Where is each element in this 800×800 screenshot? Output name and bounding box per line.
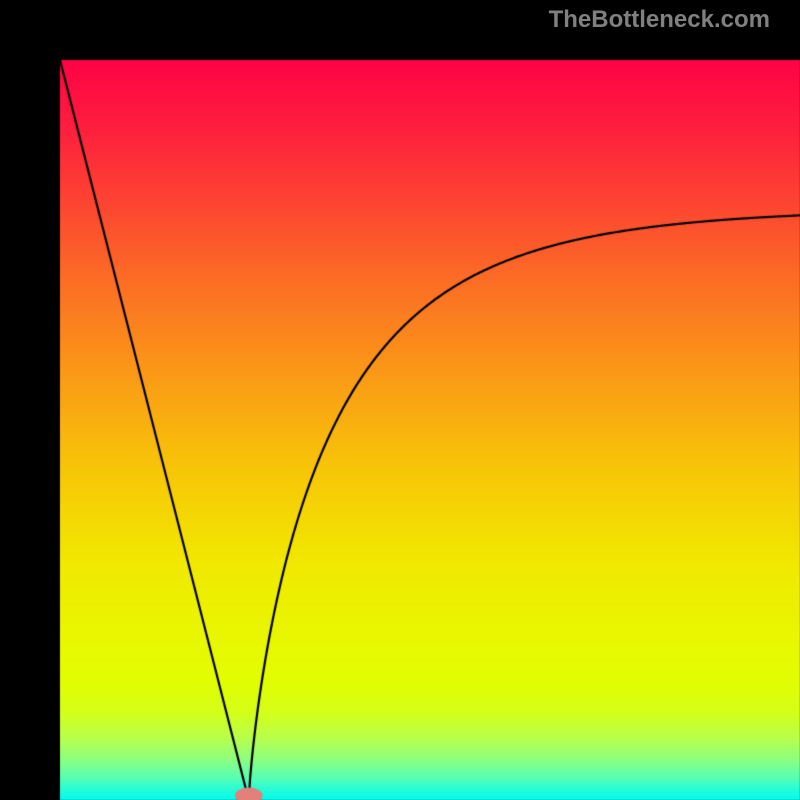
watermark-label: TheBottleneck.com <box>549 6 770 34</box>
plot-area <box>30 30 770 770</box>
chart-stage: TheBottleneck.com <box>0 0 800 800</box>
gradient-curve-canvas <box>30 30 800 800</box>
